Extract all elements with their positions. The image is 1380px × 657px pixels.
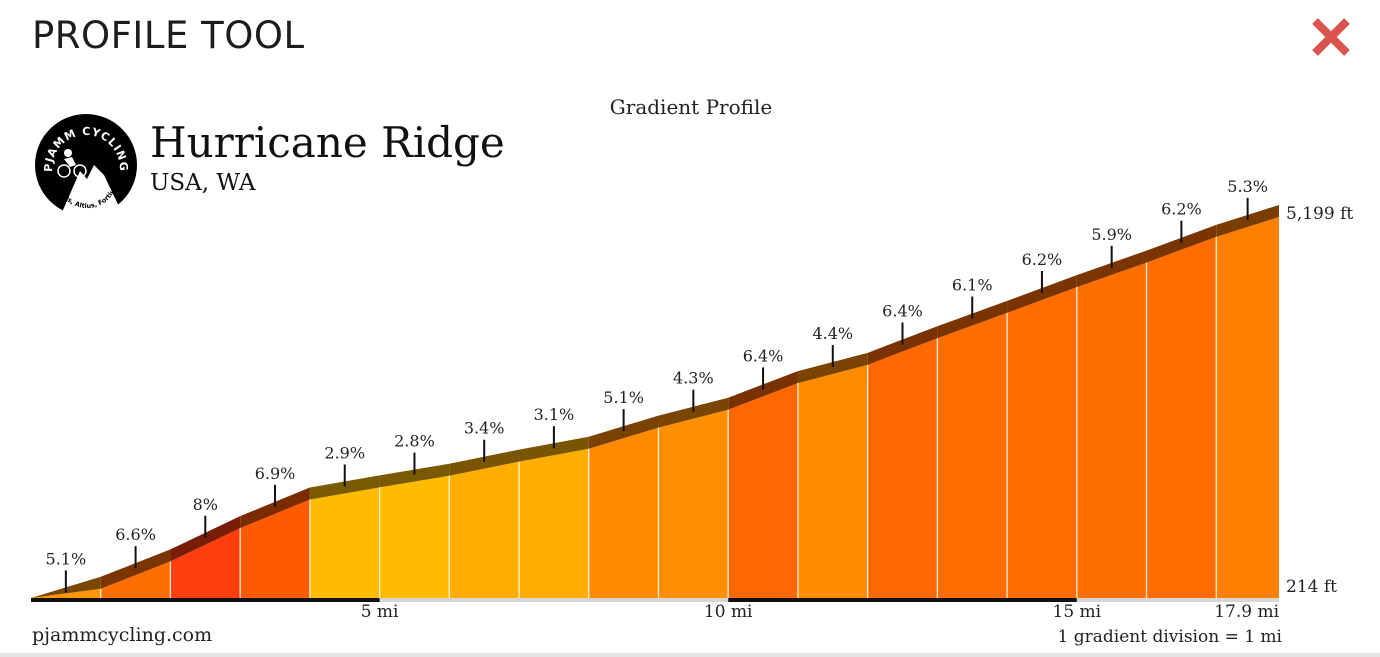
grade-label: 5.3% [1227,177,1268,196]
grade-label: 5.1% [603,388,644,407]
segment-top-band [100,549,171,589]
grade-label: 4.4% [812,324,853,343]
gradient-segment [1007,287,1077,598]
x-tick-label: 10 mi [704,602,753,622]
grade-label: 6.4% [882,302,923,321]
gradient-segment [100,561,171,598]
grade-label: 6.2% [1022,250,1063,269]
segment-top-band [519,436,589,462]
segment-top-band [658,397,729,428]
x-axis-block [31,598,380,602]
gradient-segment [449,461,520,598]
gradient-segment [170,528,241,598]
grade-label: 8% [193,495,218,514]
segment-top-band [1216,205,1279,237]
grade-label: 3.4% [464,419,505,438]
grade-label: 6.2% [1161,200,1202,219]
gradient-segment [379,475,450,598]
segment-top-band [797,352,868,384]
gradient-segment [519,448,589,598]
gradient-segment [728,383,798,598]
close-button[interactable] [1306,12,1356,62]
chart-subtitle: Gradient Profile [609,95,773,119]
gradient-segment [797,364,868,598]
scale-note: 1 gradient division = 1 mi [1057,627,1282,647]
route-location: USA, WA [150,170,256,196]
pjamm-logo: PJAMM CYCLING Citius, Altius, Fortius [34,113,138,217]
grade-label: 6.9% [255,464,296,483]
x-tick-label: 17.9 mi [1214,602,1279,622]
x-tick-label: 5 mi [361,602,399,622]
gradient-segment [588,427,659,598]
gradient-segment [240,499,310,598]
segment-top-band [867,326,938,365]
segment-top-band [1076,250,1147,288]
x-axis-block [728,598,1077,602]
grade-label: 6.6% [115,525,156,544]
close-x-icon [1312,18,1350,56]
segment-top-band [379,463,450,488]
segment-top-band [170,516,241,562]
grade-label: 3.1% [534,405,575,424]
gradient-segment [658,409,729,598]
segment-top-band [449,449,520,476]
segment-top-band [240,487,310,529]
gradient-segment [1146,236,1217,599]
route-name: Hurricane Ridge [150,118,505,167]
segment-top-band [588,415,659,449]
gradient-segment [1216,217,1279,598]
gradient-segment [937,312,1008,598]
gradient-segment [867,338,938,598]
x-axis-bar [31,598,1279,602]
site-credit: pjammcycling.com [32,624,213,646]
page-title: PROFILE TOOL [32,14,305,57]
grade-label: 6.4% [743,346,784,365]
segment-top-band [937,300,1008,339]
grade-label: 5.1% [46,549,87,568]
elevation-min-label: 214 ft [1286,577,1337,597]
grade-label: 2.8% [394,432,435,451]
grade-label: 4.3% [673,369,714,388]
segment-top-band [1146,224,1217,263]
grade-label: 5.9% [1091,225,1132,244]
segment-top-band [1007,275,1077,313]
gradient-segment [309,487,380,598]
gradient-segment [1076,262,1147,598]
x-tick-label: 15 mi [1053,602,1102,622]
elevation-max-label: 5,199 ft [1286,204,1353,224]
grade-label: 6.1% [952,276,993,295]
segment-top-band [728,371,798,410]
grade-label: 2.9% [324,443,365,462]
segment-top-band [309,475,380,500]
divider [0,653,1380,657]
